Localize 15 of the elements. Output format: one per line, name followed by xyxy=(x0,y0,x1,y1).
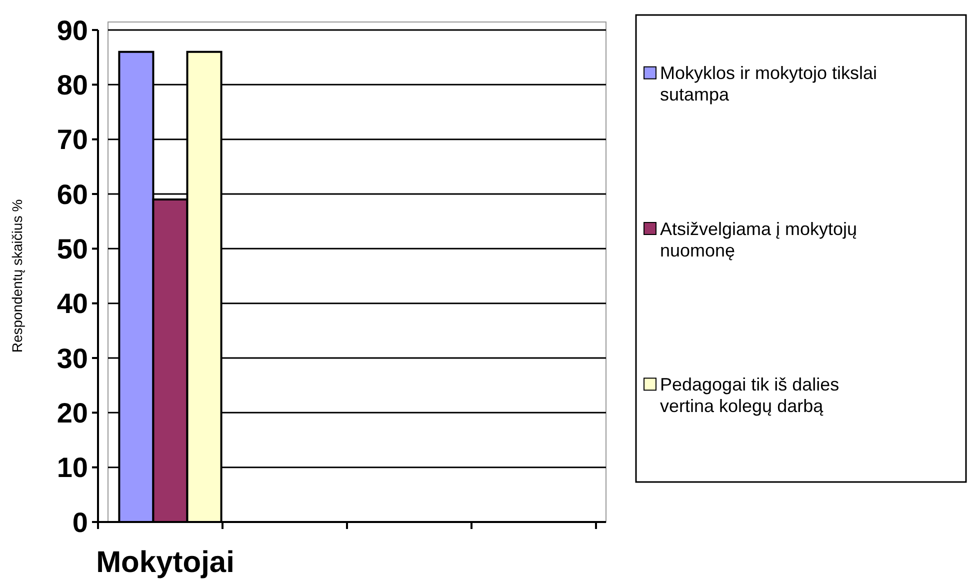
y-tick-label: 10 xyxy=(56,452,88,484)
legend-label: Pedagogai tik iš dalies vertina kolegų darbą xyxy=(660,374,840,416)
legend-label: Mokyklos ir mokytojo tikslai sutampa xyxy=(660,63,878,105)
y-axis-title: Respondentų skaičius % xyxy=(9,199,25,353)
y-tick-label: 20 xyxy=(56,397,88,428)
y-tick-label: 80 xyxy=(56,69,88,100)
y-tick-label: 50 xyxy=(56,233,88,264)
y-tick-label: 90 xyxy=(56,14,88,46)
y-tick-label: 0 xyxy=(72,506,88,538)
y-tick-label: 70 xyxy=(56,124,88,156)
y-tick-label: 60 xyxy=(56,178,88,210)
legend-label: Atsižvelgiama į mokytojų nuomonę xyxy=(660,218,858,260)
y-tick-label: 40 xyxy=(56,288,88,320)
y-tick-label: 30 xyxy=(56,342,88,374)
x-tick-label: Mokytojai xyxy=(96,546,234,579)
